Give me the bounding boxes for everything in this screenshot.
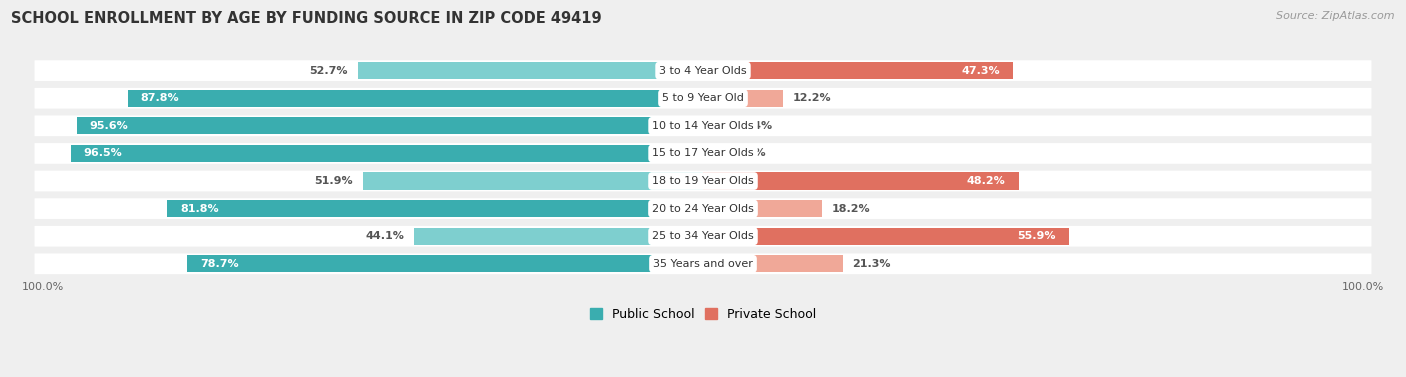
Text: 51.9%: 51.9% bbox=[315, 176, 353, 186]
Text: 35 Years and over: 35 Years and over bbox=[652, 259, 754, 269]
Text: 100.0%: 100.0% bbox=[1343, 282, 1385, 292]
Bar bbox=[703, 62, 1012, 79]
FancyBboxPatch shape bbox=[35, 253, 1371, 274]
Text: 25 to 34 Year Olds: 25 to 34 Year Olds bbox=[652, 231, 754, 241]
Bar bbox=[703, 145, 725, 162]
Text: 52.7%: 52.7% bbox=[309, 66, 347, 76]
Text: 10 to 14 Year Olds: 10 to 14 Year Olds bbox=[652, 121, 754, 131]
Legend: Public School, Private School: Public School, Private School bbox=[585, 303, 821, 326]
Text: 4.4%: 4.4% bbox=[741, 121, 773, 131]
Bar bbox=[703, 172, 1019, 190]
Bar bbox=[703, 255, 842, 273]
Text: 18.2%: 18.2% bbox=[832, 204, 870, 214]
Text: 44.1%: 44.1% bbox=[366, 231, 404, 241]
Bar bbox=[128, 90, 703, 107]
Bar bbox=[703, 90, 783, 107]
Text: 87.8%: 87.8% bbox=[141, 93, 180, 103]
FancyBboxPatch shape bbox=[35, 198, 1371, 219]
Bar bbox=[357, 62, 703, 79]
Text: 20 to 24 Year Olds: 20 to 24 Year Olds bbox=[652, 204, 754, 214]
Text: 81.8%: 81.8% bbox=[180, 204, 219, 214]
FancyBboxPatch shape bbox=[35, 171, 1371, 192]
Text: 96.5%: 96.5% bbox=[84, 149, 122, 158]
Text: 12.2%: 12.2% bbox=[793, 93, 831, 103]
Text: 100.0%: 100.0% bbox=[21, 282, 63, 292]
Text: 78.7%: 78.7% bbox=[201, 259, 239, 269]
Text: 48.2%: 48.2% bbox=[967, 176, 1005, 186]
Text: 3.5%: 3.5% bbox=[735, 149, 766, 158]
Bar bbox=[413, 228, 703, 245]
Text: 15 to 17 Year Olds: 15 to 17 Year Olds bbox=[652, 149, 754, 158]
Text: 55.9%: 55.9% bbox=[1018, 231, 1056, 241]
Bar bbox=[703, 117, 733, 134]
FancyBboxPatch shape bbox=[35, 226, 1371, 247]
Text: 3 to 4 Year Olds: 3 to 4 Year Olds bbox=[659, 66, 747, 76]
Text: 21.3%: 21.3% bbox=[852, 259, 891, 269]
Bar bbox=[76, 117, 703, 134]
Text: 95.6%: 95.6% bbox=[90, 121, 128, 131]
Bar bbox=[703, 200, 823, 217]
FancyBboxPatch shape bbox=[35, 60, 1371, 81]
Text: SCHOOL ENROLLMENT BY AGE BY FUNDING SOURCE IN ZIP CODE 49419: SCHOOL ENROLLMENT BY AGE BY FUNDING SOUR… bbox=[11, 11, 602, 26]
Bar bbox=[703, 228, 1070, 245]
Text: Source: ZipAtlas.com: Source: ZipAtlas.com bbox=[1277, 11, 1395, 21]
Bar bbox=[70, 145, 703, 162]
FancyBboxPatch shape bbox=[35, 88, 1371, 109]
FancyBboxPatch shape bbox=[35, 143, 1371, 164]
Bar bbox=[167, 200, 703, 217]
Bar bbox=[363, 172, 703, 190]
Text: 5 to 9 Year Old: 5 to 9 Year Old bbox=[662, 93, 744, 103]
Text: 18 to 19 Year Olds: 18 to 19 Year Olds bbox=[652, 176, 754, 186]
Bar bbox=[187, 255, 703, 273]
FancyBboxPatch shape bbox=[35, 115, 1371, 136]
Text: 47.3%: 47.3% bbox=[962, 66, 1000, 76]
